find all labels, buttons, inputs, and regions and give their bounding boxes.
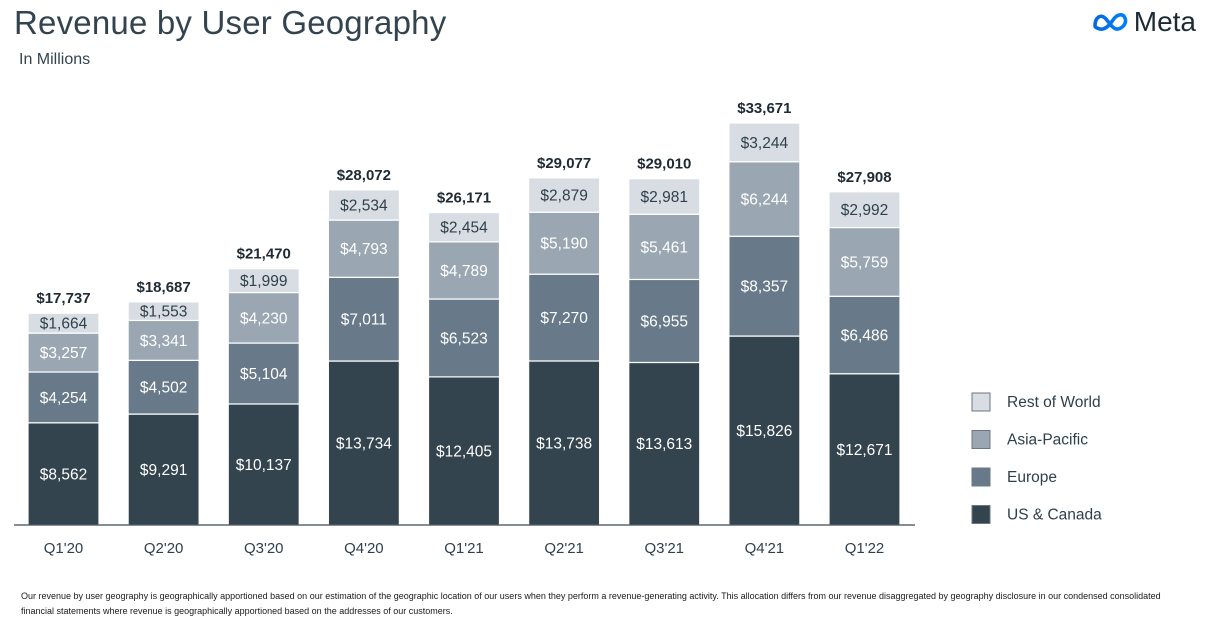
data-label-europe: $4,254 (40, 390, 88, 407)
bar-segment-rest-of-world (427, 211, 501, 243)
bar-segment-rest-of-world (828, 191, 901, 229)
bar-segment-asia-pacific (127, 319, 200, 361)
legend-swatch-europe (971, 467, 991, 487)
data-label-rest-of-world: $2,879 (540, 188, 587, 205)
data-label-europe: $4,502 (140, 380, 187, 397)
data-label-asia-pacific: $5,461 (641, 239, 688, 256)
bar-segment-europe (427, 298, 501, 378)
data-label-asia-pacific: $6,244 (741, 192, 789, 209)
legend-label-us-canada: US & Canada (1007, 507, 1102, 524)
total-label: $21,470 (237, 246, 291, 263)
data-label-asia-pacific: $5,190 (540, 236, 588, 253)
bar-segment-europe (227, 342, 300, 405)
data-label-europe: $5,104 (240, 366, 288, 383)
data-label-us-canada: $12,671 (836, 442, 892, 459)
bar-segment-asia-pacific (427, 241, 501, 300)
data-label-us-canada: $9,291 (140, 462, 187, 479)
data-label-asia-pacific: $5,759 (841, 254, 888, 271)
data-label-asia-pacific: $4,793 (340, 241, 387, 258)
bar-segment-europe (828, 295, 901, 375)
chart-subtitle: In Millions (19, 51, 91, 68)
data-label-rest-of-world: $2,454 (440, 220, 488, 237)
bar-segment-europe (27, 371, 100, 424)
total-label: $29,077 (537, 155, 591, 172)
total-label: $27,908 (837, 169, 891, 186)
x-tick-label: Q1'22 (845, 540, 885, 557)
x-tick-label: Q3'21 (644, 540, 684, 557)
x-tick-label: Q2'21 (544, 540, 584, 557)
data-label-asia-pacific: $3,341 (140, 333, 187, 350)
bar-segment-europe (728, 235, 801, 337)
meta-infinity-icon (1092, 13, 1128, 31)
x-tick-label: Q3'20 (244, 540, 284, 557)
data-label-europe: $8,357 (741, 279, 788, 296)
total-label: $17,737 (36, 290, 90, 307)
bar-segment-europe (528, 273, 601, 362)
bar-segment-asia-pacific (828, 226, 901, 297)
bar-segment-asia-pacific (227, 291, 300, 344)
bar-segment-us-canada (528, 360, 601, 526)
x-tick-label: Q4'21 (745, 540, 785, 557)
bar-segment-rest-of-world (127, 301, 200, 322)
total-label: $33,671 (737, 100, 791, 117)
data-label-us-canada: $15,826 (736, 423, 792, 440)
x-tick-label: Q2'20 (144, 540, 184, 557)
chart-title: Revenue by User Geography (14, 4, 447, 41)
data-label-asia-pacific: $4,230 (240, 310, 288, 327)
total-label: $18,687 (137, 279, 191, 296)
data-label-rest-of-world: $2,992 (841, 202, 888, 219)
data-label-rest-of-world: $1,664 (40, 316, 88, 333)
total-label: $28,072 (337, 167, 391, 184)
x-tick-label: Q1'20 (44, 540, 84, 557)
data-label-us-canada: $10,137 (236, 457, 292, 474)
legend-label-asia-pacific: Asia-Pacific (1007, 432, 1088, 449)
bar-segment-rest-of-world (327, 189, 400, 221)
bar-segment-us-canada (327, 360, 400, 526)
data-label-rest-of-world: $1,999 (240, 273, 287, 290)
stacked-bar-chart: $8,562 $4,254 $3,257 $1,664 $17,737 Q1'20 $9,2… (14, 100, 1102, 557)
legend-label-rest-of-world: Rest of World (1007, 394, 1101, 411)
x-tick-label: Q1'21 (444, 540, 484, 557)
data-label-us-canada: $13,738 (536, 435, 592, 452)
bar-segment-us-canada (427, 376, 501, 526)
bar-segment-rest-of-world (227, 268, 300, 294)
bar-segment-us-canada (728, 335, 801, 526)
data-label-rest-of-world: $2,981 (641, 189, 688, 206)
legend-swatch-us-canada (971, 505, 991, 524)
bar-segment-europe (127, 359, 200, 415)
data-label-us-canada: $8,562 (40, 466, 87, 483)
legend-swatch-asia-pacific (971, 430, 991, 449)
total-label: $26,171 (437, 190, 491, 207)
data-label-europe: $7,270 (540, 310, 588, 327)
bar-segment-asia-pacific (628, 213, 701, 281)
bar-segment-rest-of-world (528, 177, 601, 213)
legend-label-europe: Europe (1007, 469, 1057, 486)
data-label-europe: $6,955 (641, 313, 688, 330)
data-label-europe: $6,486 (841, 328, 888, 345)
bar-segment-rest-of-world (628, 178, 701, 215)
data-label-europe: $6,523 (440, 330, 487, 347)
legend-swatch-rest-of-world (971, 392, 991, 412)
bar-segment-asia-pacific (27, 332, 100, 373)
data-label-europe: $7,011 (341, 312, 387, 329)
footnote: Our revenue by user geography is geograp… (21, 591, 1161, 616)
data-label-rest-of-world: $3,244 (741, 135, 789, 152)
data-label-us-canada: $12,405 (436, 443, 492, 460)
bar-segment-rest-of-world (728, 122, 801, 163)
data-label-rest-of-world: $1,553 (140, 304, 187, 321)
data-label-asia-pacific: $3,257 (40, 345, 87, 362)
data-label-asia-pacific: $4,789 (440, 263, 487, 280)
bar-segment-europe (628, 278, 701, 364)
bar-segment-us-canada (628, 361, 701, 526)
bar-segment-asia-pacific (327, 219, 400, 278)
bar-segment-rest-of-world (27, 312, 100, 334)
bar-segment-asia-pacific (528, 211, 601, 275)
data-label-us-canada: $13,613 (636, 436, 692, 453)
data-label-us-canada: $13,734 (336, 436, 392, 453)
data-label-rest-of-world: $2,534 (340, 197, 388, 214)
x-tick-label: Q4'20 (344, 540, 384, 557)
total-label: $29,010 (637, 156, 691, 173)
meta-wordmark: Meta (1133, 6, 1196, 37)
meta-logo: Meta (1092, 6, 1196, 38)
